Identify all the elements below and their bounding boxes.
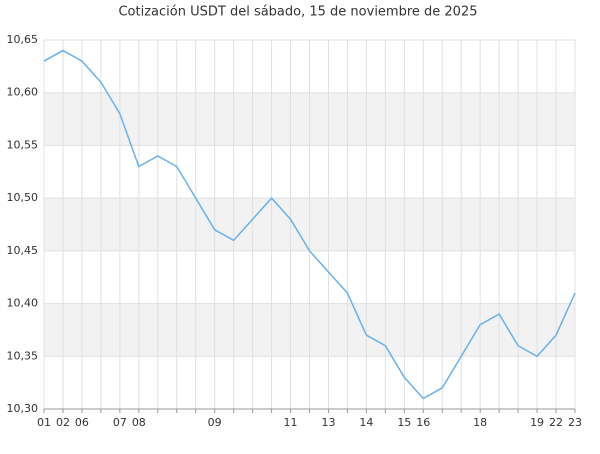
y-tick-label: 10,60 bbox=[7, 86, 39, 99]
x-tick-label: 11 bbox=[284, 416, 298, 429]
x-tick-label: 02 bbox=[56, 416, 70, 429]
x-tick-label: 07 bbox=[113, 416, 127, 429]
x-tick-label: 09 bbox=[208, 416, 222, 429]
x-tick-label: 16 bbox=[416, 416, 430, 429]
x-tick-label: 14 bbox=[359, 416, 373, 429]
x-tick-label: 13 bbox=[321, 416, 335, 429]
x-tick-label: 23 bbox=[568, 416, 582, 429]
x-tick-label: 22 bbox=[549, 416, 563, 429]
x-tick-label: 01 bbox=[37, 416, 51, 429]
y-tick-label: 10,30 bbox=[7, 402, 39, 415]
x-tick-label: 08 bbox=[132, 416, 146, 429]
y-tick-label: 10,45 bbox=[7, 244, 39, 257]
line bbox=[43, 49, 576, 400]
x-tick-label: 19 bbox=[530, 416, 544, 429]
y-tick-label: 10,50 bbox=[7, 191, 39, 204]
y-tick-label: 10,65 bbox=[7, 33, 39, 46]
y-tick-label: 10,55 bbox=[7, 138, 39, 151]
x-tick-label: 06 bbox=[75, 416, 89, 429]
y-tick-label: 10,40 bbox=[7, 297, 39, 310]
x-tick-label: 18 bbox=[473, 416, 487, 429]
chart-title: Cotización USDT del sábado, 15 de noviem… bbox=[118, 5, 477, 20]
x-tick-label: 15 bbox=[397, 416, 411, 429]
y-tick-label: 10,35 bbox=[7, 349, 39, 362]
